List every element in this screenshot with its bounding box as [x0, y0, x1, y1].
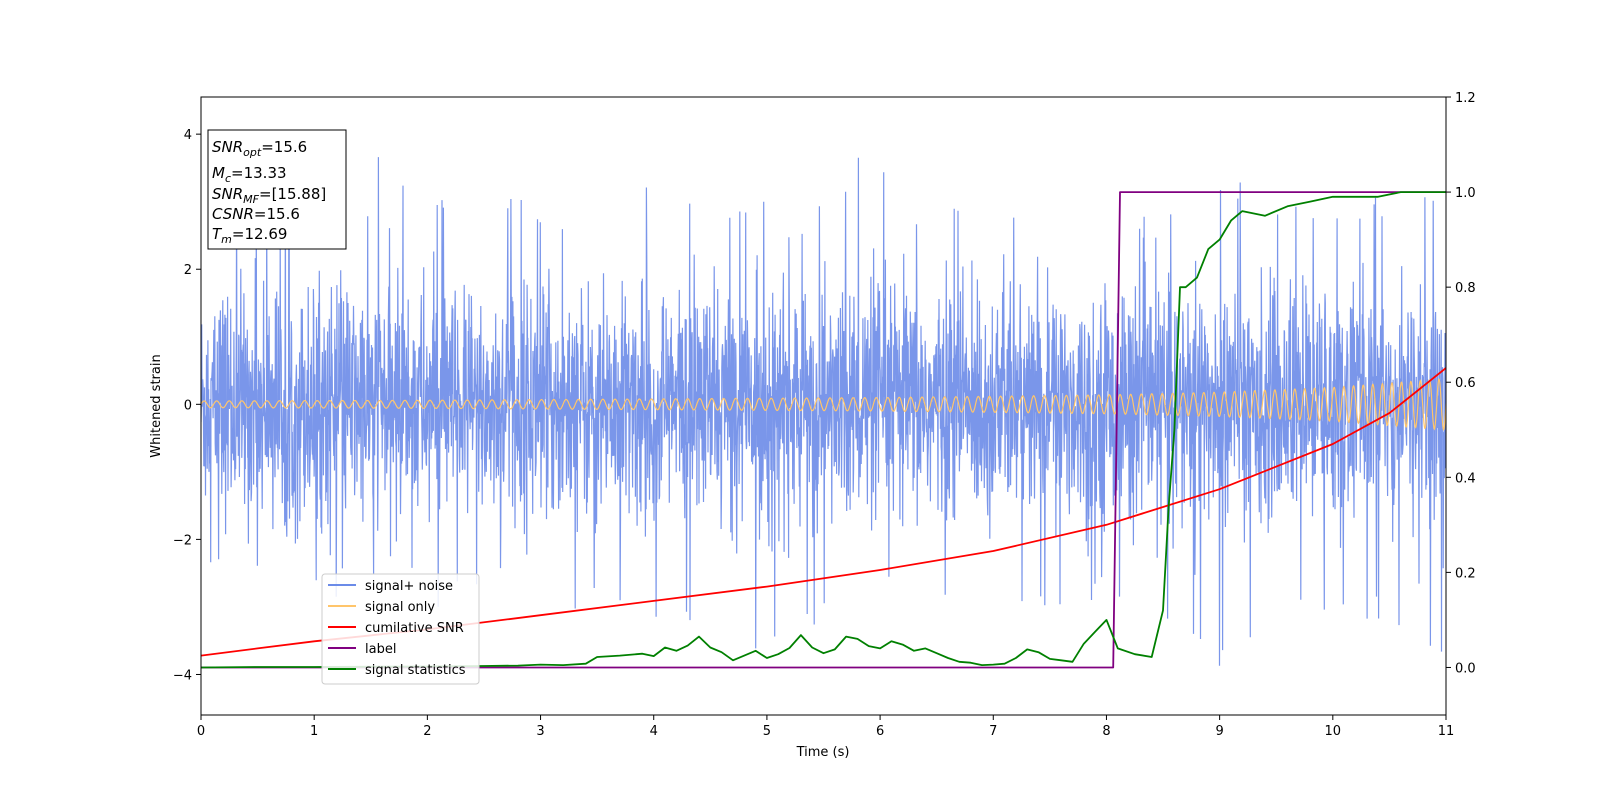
y2-tick-label: 1.0 [1455, 186, 1476, 201]
y2-tick-label: 0.4 [1455, 471, 1476, 486]
legend-label-signal-noise: signal+ noise [365, 579, 453, 594]
series-signal-statistics-line [201, 191, 1446, 669]
x-tick-label: 5 [763, 724, 771, 739]
svg-text:SNRopt=15.6: SNRopt=15.6 [212, 138, 307, 159]
tm-value: =12.69 [232, 225, 288, 243]
legend-label-label: label [365, 642, 396, 657]
plot-frame [200, 96, 1447, 716]
y-tick-label: 2 [184, 263, 192, 278]
y-tick-label: 4 [184, 128, 192, 143]
x-tick-label: 2 [423, 724, 431, 739]
x-tick-label: 8 [1102, 724, 1110, 739]
x-tick-label: 9 [1215, 724, 1223, 739]
svg-text:Tm=12.69: Tm=12.69 [212, 225, 287, 246]
x-tick-label: 1 [310, 724, 318, 739]
series-label-line [201, 191, 1446, 669]
svg-text:SNRMF=[15.88]: SNRMF=[15.88] [212, 185, 326, 206]
legend-label-signal-only: signal only [365, 600, 435, 615]
y2-tick-label: 0.8 [1455, 281, 1476, 296]
x-tick-label: 7 [989, 724, 997, 739]
svg-text:CSNR=15.6: CSNR=15.6 [212, 205, 300, 223]
x-tick-label: 3 [536, 724, 544, 739]
legend: signal+ noise signal only cumilative SNR… [321, 573, 480, 685]
snr-opt-value: =15.6 [261, 138, 307, 156]
series-signal-only-line [201, 377, 1446, 431]
x-axis-label: Time (s) [796, 745, 850, 760]
svg-text:Mc=13.33: Mc=13.33 [212, 164, 287, 185]
y-tick-label: −2 [173, 533, 192, 548]
info-box: SNRopt=15.6 Mc=13.33 SNRMF=[15.88] CSNR=… [207, 129, 347, 250]
mc-value: =13.33 [231, 164, 287, 182]
legend-label-signal-statistics: signal statistics [365, 663, 466, 678]
y2-tick-label: 0.0 [1455, 661, 1476, 676]
x-tick-label: 4 [650, 724, 658, 739]
x-tick-label: 11 [1438, 724, 1455, 739]
x-tick-label: 0 [197, 724, 205, 739]
y2-axis-ticks: 0.0 0.2 0.4 0.6 0.8 1.0 1.2 [1446, 91, 1476, 676]
snr-mf-value: =[15.88] [259, 185, 326, 203]
legend-label-cumulative-snr: cumilative SNR [365, 621, 464, 636]
series-signal-noise-line [201, 157, 1446, 666]
y-tick-label: −4 [173, 668, 192, 683]
y-axis-label: Whitened strain [149, 354, 164, 457]
x-axis-ticks: 0 1 2 3 4 5 6 7 8 9 10 11 [197, 715, 1454, 739]
y2-tick-label: 0.2 [1455, 566, 1476, 581]
csnr-value: =15.6 [254, 205, 300, 223]
y2-tick-label: 0.6 [1455, 376, 1476, 391]
y-axis-ticks: −4 −2 0 2 4 [173, 128, 201, 683]
x-tick-label: 10 [1325, 724, 1342, 739]
x-tick-label: 6 [876, 724, 884, 739]
y2-tick-label: 1.2 [1455, 91, 1476, 106]
y-tick-label: 0 [184, 398, 192, 413]
